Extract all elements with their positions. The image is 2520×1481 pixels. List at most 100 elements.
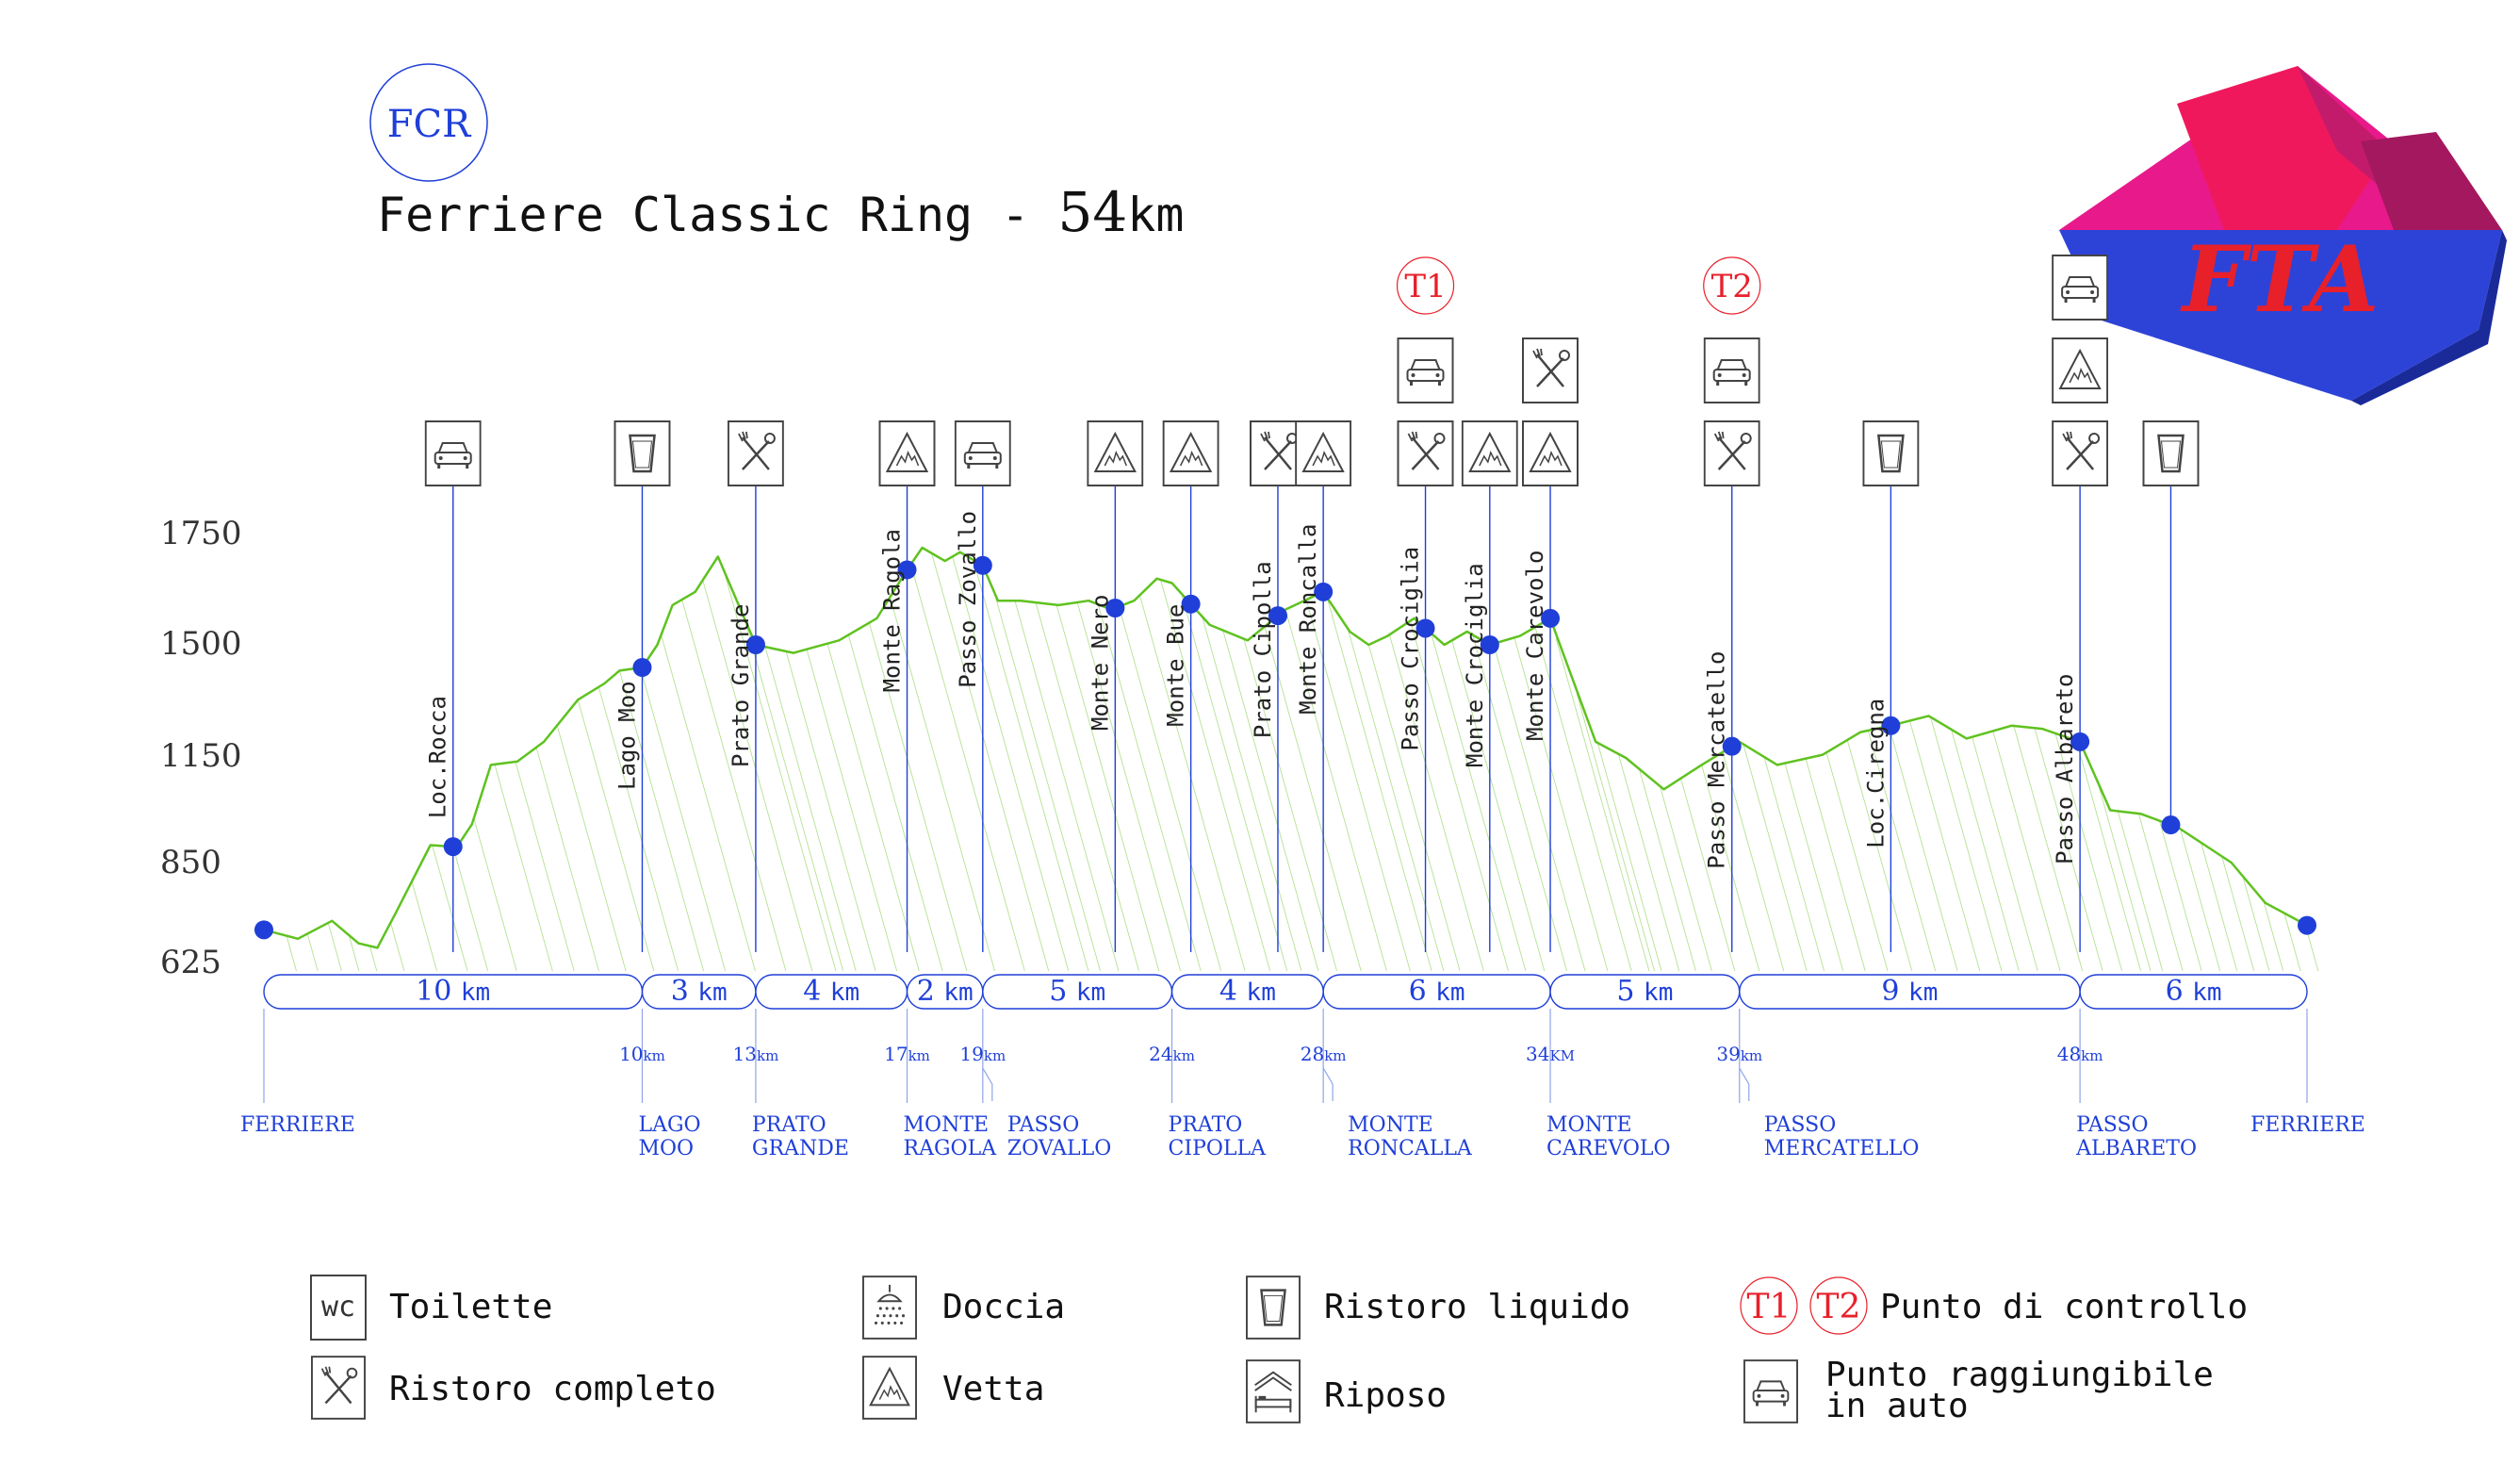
hatch-line — [1014, 601, 1120, 972]
legend-punto-controllo: Punto di controllo — [1880, 1288, 2248, 1326]
hatch-line — [910, 564, 1025, 972]
hatch-line — [2263, 900, 2284, 972]
hatch-line — [973, 559, 1089, 972]
location-name-line2: CAREVOLO — [1546, 1137, 1671, 1160]
distance-bar: 10 km 3 km 4 km 2 km 5 km 4 km 6 km 5 km 9 km 6 k… — [263, 974, 2308, 1010]
car-icon — [1743, 1359, 1798, 1423]
food-icon — [1397, 420, 1454, 486]
location-connector — [982, 1067, 993, 1101]
waypoint-name: Loc.Ciregna — [1862, 699, 1889, 848]
hatch-line — [2075, 740, 2142, 972]
hatch-line — [535, 747, 599, 972]
km-mark-unit: km — [984, 1047, 1006, 1064]
km-mark-number: 34 — [1526, 1043, 1549, 1065]
hatch-line — [306, 933, 319, 972]
segment-distance: 6 — [2166, 975, 2193, 1008]
hatch-line — [868, 622, 968, 972]
segment-label: 9 km — [1881, 975, 1938, 1008]
summit-icon — [1087, 420, 1144, 486]
location-connector — [1322, 1067, 1334, 1101]
page-title: Ferriere Classic Ring - 54km — [377, 180, 1185, 244]
hatch-line — [286, 935, 297, 972]
km-mark-unit: km — [757, 1047, 778, 1064]
hatch-line — [931, 552, 1050, 972]
logo-text: FTA — [2180, 226, 2380, 333]
wc-icon — [310, 1275, 367, 1341]
location-name-line2: MERCATELLO — [1764, 1137, 1920, 1160]
summit-icon — [2052, 337, 2109, 403]
segment-label: 6 km — [1409, 975, 1465, 1008]
hatch-line — [1867, 730, 1937, 972]
segment-unit: km — [1435, 979, 1465, 1007]
hatch-line — [2201, 842, 2238, 972]
food-icon — [1703, 420, 1760, 486]
hatch-line — [2242, 876, 2270, 972]
hatch-line — [1388, 634, 1484, 972]
hatch-line — [597, 686, 679, 972]
drink-icon — [614, 420, 671, 486]
segment-label: 5 km — [1616, 975, 1673, 1008]
hatch-line — [1493, 643, 1586, 972]
hatch-line — [1596, 742, 1662, 972]
hatch-line — [2054, 732, 2123, 972]
segment-unit: km — [1644, 979, 1673, 1007]
waypoint-dot — [2070, 732, 2090, 751]
hatch-line — [723, 569, 837, 972]
hatch-line — [702, 580, 813, 972]
waypoint-name: Prato Cipolla — [1250, 561, 1276, 738]
segment-label: 10 km — [416, 975, 490, 1008]
hatch-line — [1722, 751, 1785, 972]
y-axis: 1750 1500 1150 850 625 — [160, 515, 242, 981]
km-mark-number: 10 — [619, 1043, 643, 1065]
t1-badge-icon — [1740, 1276, 1798, 1335]
hatch-line — [577, 699, 655, 972]
hatch-line — [1638, 768, 1696, 972]
km-mark-label: 28km — [1301, 1043, 1347, 1065]
car-icon — [424, 420, 482, 486]
location-name-line2: RAGOLA — [904, 1137, 998, 1160]
hatch-line — [1035, 601, 1139, 972]
km-mark-number: 19 — [959, 1043, 983, 1065]
hatch-line — [661, 634, 756, 972]
segment-unit: km — [1908, 979, 1938, 1007]
waypoint-dot — [1722, 736, 1742, 756]
hatch-line — [1660, 785, 1712, 972]
location-name-line1: PASSO — [1764, 1113, 1836, 1137]
waypoint-name: Monte Crociglia — [1462, 563, 1488, 767]
summit-icon — [878, 420, 936, 486]
hatch-line — [1888, 726, 1958, 972]
km-mark-label: 10km — [619, 1043, 665, 1065]
hatch-line — [556, 725, 627, 972]
km-mark-unit: km — [644, 1047, 665, 1064]
waypoint-names: Loc.Rocca Lago Moo Prato Grande Monte Ragol… — [425, 511, 2078, 869]
segment-distance: 4 — [803, 975, 830, 1008]
waypoint-dot — [1181, 594, 1201, 614]
legend-t1: T1 — [1747, 1288, 1792, 1326]
km-mark-label: 34KM — [1526, 1043, 1575, 1065]
waypoint-name: Monte Bue — [1163, 604, 1189, 727]
segment-label: 2 km — [917, 975, 974, 1008]
hatch-line — [1431, 633, 1527, 972]
checkpoint-label: T2 — [1711, 268, 1753, 305]
location-labels: FERRIERE LAGOMOOPRATOGRANDEMONTERAGOLAPAS… — [240, 1067, 2365, 1160]
hatch-line — [1451, 640, 1546, 972]
location-name-line2: ZOVALLO — [1007, 1137, 1111, 1160]
location-name-line1: PASSO — [2076, 1113, 2148, 1137]
location-name-line1: MONTE — [1348, 1113, 1433, 1137]
legend-doccia: Doccia — [942, 1288, 1065, 1326]
hatch-line — [2221, 856, 2255, 972]
segment-distance: 9 — [1881, 975, 1908, 1008]
legend-ristoro-completo: Ristoro completo — [389, 1370, 716, 1408]
km-mark-unit: km — [2081, 1047, 2103, 1064]
hatch-line — [1160, 579, 1271, 972]
hatch-line — [952, 556, 1070, 972]
page-title-number: 54 — [1057, 180, 1127, 244]
hatch-line — [1680, 778, 1736, 972]
hatch-line — [1181, 593, 1288, 972]
y-tick-label: 1750 — [160, 515, 242, 552]
wc-icon-glyph: wc — [321, 1291, 355, 1324]
waypoint-dot — [897, 560, 917, 580]
segment-distance: 3 — [671, 975, 698, 1008]
location-name-line1: MONTE — [904, 1113, 990, 1137]
